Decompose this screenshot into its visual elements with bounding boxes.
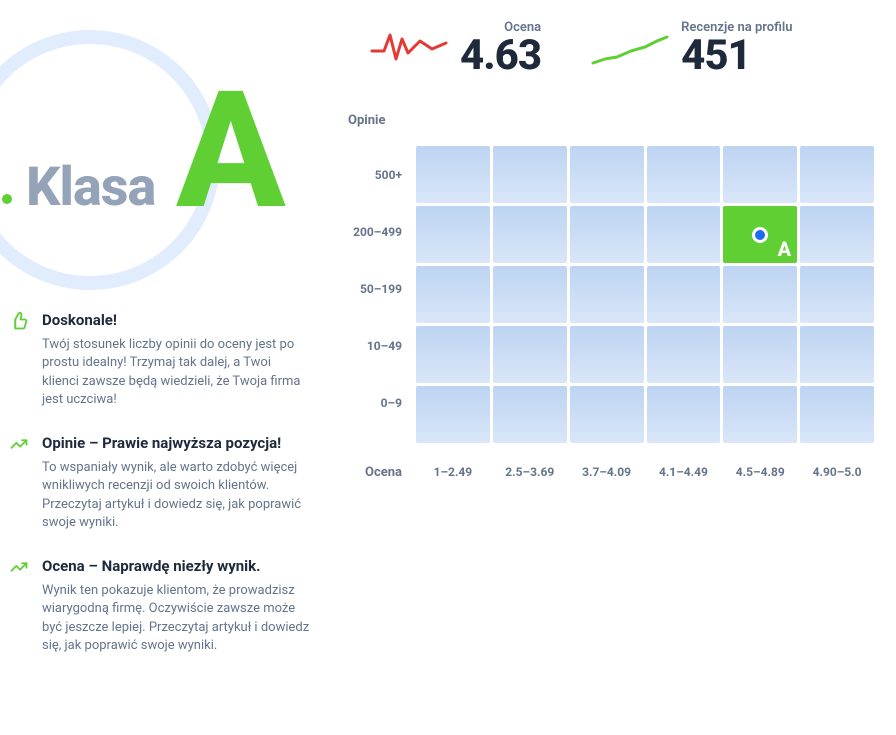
matrix-x-label: 3.7–4.09 xyxy=(570,465,644,480)
klasa-label: Klasa xyxy=(26,156,155,219)
matrix-cell xyxy=(647,386,721,443)
matrix-cell xyxy=(493,206,567,263)
matrix-cell xyxy=(493,146,567,203)
matrix-x-label: 4.1–4.49 xyxy=(647,465,721,480)
matrix-cell xyxy=(800,206,874,263)
matrix-cell xyxy=(570,206,644,263)
info-item: Opinie – Prawie najwyższa pozycja! To wsp… xyxy=(10,433,320,532)
matrix-cell xyxy=(493,266,567,323)
trend-up-icon xyxy=(10,556,28,655)
matrix-cell xyxy=(723,326,797,383)
stat-recenzje: Recenzje na profilu 451 xyxy=(591,20,792,77)
info-item-title: Opinie – Prawie najwyższa pozycja! xyxy=(42,433,310,453)
matrix-cell xyxy=(647,326,721,383)
info-item-title: Ocena – Naprawdę niezły wynik. xyxy=(42,556,310,576)
matrix-cell xyxy=(416,386,490,443)
sparkline-recenzje-icon xyxy=(591,27,669,71)
matrix-x-label: 4.5–4.89 xyxy=(723,465,797,480)
trend-up-icon xyxy=(10,433,28,532)
stat-ocena-value: 4.63 xyxy=(460,35,541,77)
stat-recenzje-value: 451 xyxy=(681,35,792,77)
matrix-cell xyxy=(647,206,721,263)
matrix-cell xyxy=(493,326,567,383)
matrix-y-label: 200–499 xyxy=(340,203,416,260)
matrix-x-label: 1–2.49 xyxy=(416,465,490,480)
matrix-cell xyxy=(570,386,644,443)
stats-row: Ocena 4.63 Recenzje na profilu 451 xyxy=(340,20,874,77)
matrix-y-label: 500+ xyxy=(340,146,416,203)
matrix-cell xyxy=(723,386,797,443)
matrix-y-labels: 500+200–49950–19910–490–9 xyxy=(340,146,416,443)
matrix-cell xyxy=(800,266,874,323)
matrix-chart: Opinie 500+200–49950–19910–490–9 A Ocena… xyxy=(340,113,874,480)
info-item-title: Doskonale! xyxy=(42,310,310,330)
badge-dot xyxy=(2,194,12,204)
info-item: Doskonale! Twój stosunek liczby opinii do… xyxy=(10,310,320,409)
thumbs-up-icon xyxy=(10,310,28,409)
matrix-y-label: 0–9 xyxy=(340,374,416,431)
matrix-y-label: 10–49 xyxy=(340,317,416,374)
matrix-cell xyxy=(647,266,721,323)
stat-ocena: Ocena 4.63 xyxy=(370,20,541,77)
info-item-desc: To wspaniały wynik, ale warto zdobyć wię… xyxy=(42,459,310,532)
matrix-y-title: Opinie xyxy=(348,113,874,128)
sparkline-ocena-icon xyxy=(370,27,448,71)
matrix-cell xyxy=(570,266,644,323)
matrix-cell xyxy=(723,146,797,203)
matrix-x-label: 4.90–5.0 xyxy=(800,465,874,480)
matrix-cell: A xyxy=(723,206,797,263)
matrix-cell xyxy=(800,386,874,443)
matrix-cell xyxy=(416,266,490,323)
matrix-cells: A xyxy=(416,146,874,443)
matrix-highlight-letter: A xyxy=(778,237,792,261)
matrix-cell xyxy=(800,146,874,203)
matrix-cell xyxy=(647,146,721,203)
matrix-x-labels: 1–2.492.5–3.693.7–4.094.1–4.494.5–4.894.… xyxy=(416,465,874,480)
matrix-cell xyxy=(493,386,567,443)
matrix-x-label: 2.5–3.69 xyxy=(493,465,567,480)
matrix-cell xyxy=(800,326,874,383)
info-item: Ocena – Naprawdę niezły wynik. Wynik ten … xyxy=(10,556,320,655)
info-item-desc: Twój stosunek liczby opinii do oceny jes… xyxy=(42,336,310,409)
matrix-marker-icon xyxy=(752,227,768,243)
info-item-desc: Wynik ten pokazuje klientom, że prowadzi… xyxy=(42,582,310,655)
klasa-badge: Klasa A xyxy=(0,20,320,270)
matrix-x-title: Ocena xyxy=(340,465,416,480)
matrix-cell xyxy=(723,266,797,323)
info-items: Doskonale! Twój stosunek liczby opinii do… xyxy=(0,310,320,655)
matrix-cell xyxy=(416,326,490,383)
matrix-cell xyxy=(570,146,644,203)
matrix-cell xyxy=(416,206,490,263)
klasa-grade: A xyxy=(176,70,280,232)
matrix-cell xyxy=(570,326,644,383)
matrix-y-label: 50–199 xyxy=(340,260,416,317)
matrix-cell xyxy=(416,146,490,203)
